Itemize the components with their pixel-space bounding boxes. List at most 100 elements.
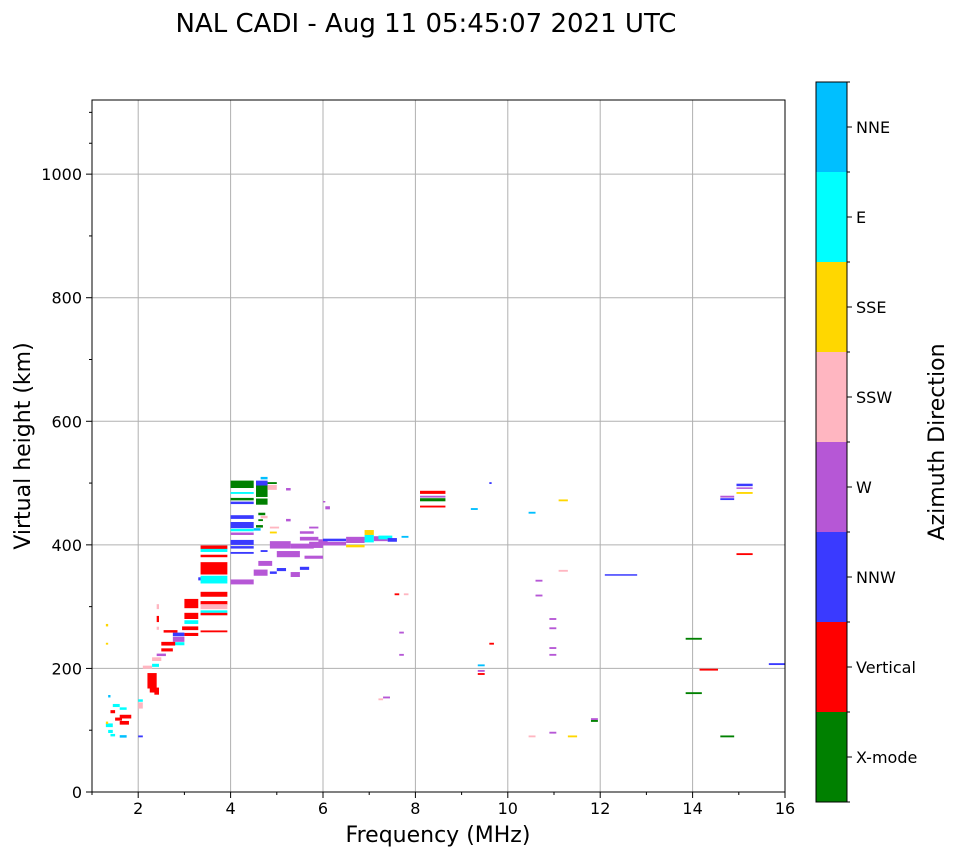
echo-mark-nnw (387, 538, 397, 542)
echo-mark-x-mode (256, 525, 263, 528)
echo-mark-e (138, 699, 143, 702)
echo-mark-sse (105, 642, 109, 645)
echo-mark-vertical (699, 668, 719, 671)
x-tick-label: 16 (775, 799, 795, 818)
echo-mark-sse (364, 530, 374, 535)
echo-mark-nne (401, 535, 409, 538)
echo-mark-w (258, 560, 273, 566)
echo-mark-e (105, 723, 113, 728)
echo-mark-nne (260, 476, 268, 480)
colorbar-tick-label: Vertical (856, 658, 916, 677)
echo-mark-vertical (420, 505, 446, 508)
colorbar-frame (815, 81, 848, 803)
echo-mark-w (383, 696, 390, 699)
echo-mark-vertical (161, 648, 173, 652)
echo-mark-x-mode (256, 481, 268, 497)
echo-mark-w (253, 569, 268, 576)
echo-mark-vertical (200, 591, 228, 597)
echo-mark-ssw (378, 698, 384, 701)
echo-mark-w (420, 495, 446, 498)
colorbar-swatch-ssw (816, 352, 847, 442)
echo-mark-w (230, 532, 254, 535)
echo-mark-vertical (110, 710, 116, 714)
echo-mark-nnw (720, 498, 735, 501)
echo-mark-x-mode (258, 519, 263, 522)
colorbar-tick-label: W (856, 478, 872, 497)
echo-mark-x-mode (720, 735, 735, 738)
colorbar-tick-label: X-mode (856, 748, 917, 767)
echo-mark-nnw (489, 482, 492, 484)
plot-frame (91, 99, 786, 793)
y-tick-label: 0 (72, 783, 82, 802)
echo-mark-w (549, 627, 557, 630)
echo-mark-w (325, 506, 330, 510)
echo-mark-nnw (230, 539, 254, 545)
colorbar-swatch-sse (816, 262, 847, 352)
echo-mark-vertical (420, 490, 446, 494)
echo-mark-ssw (138, 702, 143, 709)
echo-mark-e (110, 733, 116, 737)
echo-mark-w (350, 537, 370, 540)
echo-mark-ssw (142, 665, 153, 669)
colorbar-tick-label: SSE (856, 298, 886, 317)
echo-mark-e (200, 575, 228, 581)
echo-mark-w (399, 653, 404, 656)
colorbar-swatch-e (816, 172, 847, 262)
echo-mark-nnw (299, 566, 310, 570)
x-tick-label: 14 (682, 799, 702, 818)
echo-mark-w (299, 531, 314, 534)
echo-mark-e (200, 580, 228, 584)
echo-mark-nnw (230, 515, 254, 519)
echo-mark-vertical (119, 714, 132, 719)
echo-mark-vertical (119, 720, 129, 725)
echo-mark-e (200, 610, 228, 613)
echo-mark-nne (470, 508, 478, 510)
echo-mark-nnw (230, 546, 254, 549)
echo-mark-w (549, 731, 557, 734)
colorbar-swatch-nne (816, 82, 847, 172)
echo-mark-x-mode (256, 498, 268, 505)
echo-mark-ssw (156, 604, 159, 610)
echo-mark-x-mode (685, 637, 702, 640)
echo-mark-w (535, 579, 543, 582)
echo-mark-w (309, 541, 323, 548)
echo-mark-sse (736, 492, 753, 494)
echo-mark-vertical (200, 545, 228, 550)
echo-mark-e (378, 535, 393, 540)
echo-mark-vertical (184, 598, 199, 609)
echo-mark-w (399, 631, 404, 634)
echo-mark-nne (528, 511, 536, 514)
echo-mark-nnw (276, 568, 287, 572)
echo-mark-x-mode (590, 720, 598, 722)
x-tick-label: 10 (498, 799, 518, 818)
echo-mark-x-mode (258, 512, 266, 516)
echo-mark-w (323, 500, 326, 503)
colorbar-tick-label: SSW (856, 388, 892, 407)
data-marks (105, 476, 785, 738)
echo-mark-nne (253, 528, 261, 531)
echo-mark-w (230, 579, 254, 585)
echo-mark-vertical (115, 717, 123, 721)
echo-mark-ssw (156, 626, 159, 630)
echo-mark-vertical (736, 553, 753, 556)
echo-mark-w (269, 541, 291, 549)
echo-mark-nnw (230, 521, 254, 529)
echo-mark-x-mode (267, 482, 277, 484)
colorbar-label: Azimuth Direction (925, 343, 950, 540)
colorbar-swatch-vertical (816, 622, 847, 712)
echo-mark-w (304, 555, 323, 559)
echo-mark-e (230, 492, 254, 494)
echo-mark-vertical (161, 641, 176, 646)
echo-mark-e (184, 620, 199, 624)
y-axis-label: Virtual height (km) (11, 342, 36, 549)
echo-mark-vertical (200, 612, 228, 616)
x-tick-label: 4 (226, 799, 236, 818)
echo-mark-vertical (200, 554, 228, 558)
echo-mark-w (535, 594, 543, 597)
echo-mark-x-mode (685, 692, 702, 695)
echo-mark-nnw (736, 483, 753, 487)
echo-mark-ssw (558, 569, 568, 572)
echo-mark-x-mode (230, 497, 254, 501)
echo-mark-sse (567, 735, 578, 738)
